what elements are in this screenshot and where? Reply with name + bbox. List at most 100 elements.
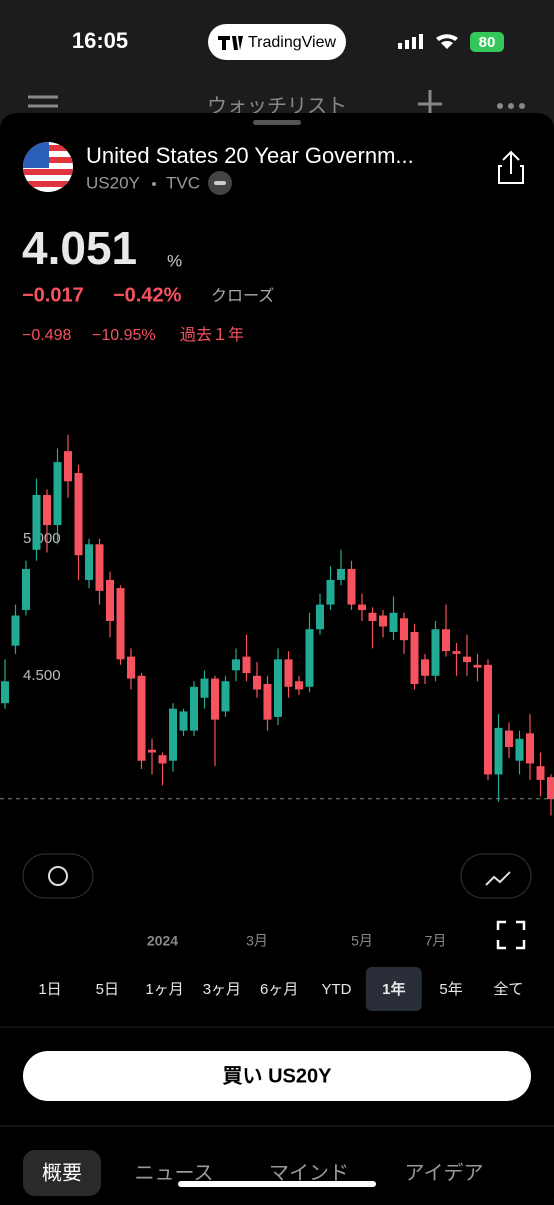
- tab-selected: [23, 1150, 101, 1196]
- range-option[interactable]: 全て: [493, 980, 523, 998]
- app-pill: [208, 24, 346, 60]
- indicator-button[interactable]: [460, 853, 532, 899]
- year-change-pct: −10.95%: [92, 327, 156, 344]
- candle-body: [32, 494, 41, 550]
- range-option[interactable]: 1年: [382, 980, 405, 998]
- buy-label: 買い US20Y: [223, 1064, 333, 1087]
- candle-body: [211, 678, 219, 720]
- candle-body: [400, 618, 408, 641]
- candle-body: [347, 568, 356, 605]
- battery-level: 80: [479, 34, 496, 51]
- x-tick-label: 7月: [425, 933, 447, 949]
- candle-body: [263, 684, 272, 720]
- indicator-icon: [485, 871, 511, 886]
- range-option[interactable]: 5年: [439, 981, 462, 998]
- nav-title: ウォッチリスト: [207, 95, 347, 117]
- candle-body: [484, 664, 492, 775]
- candle-body: [106, 579, 114, 621]
- range-option[interactable]: 1ヶ月: [145, 981, 183, 998]
- share-icon[interactable]: [498, 150, 524, 184]
- candle-body: [284, 659, 293, 687]
- candle-body: [232, 659, 240, 671]
- chart: 4.500 5.000 2024 3月 5月 7月: [0, 434, 554, 949]
- candle-body: [295, 681, 303, 690]
- candle-body: [316, 604, 324, 630]
- candle-body: [536, 766, 545, 780]
- battery: [470, 32, 504, 52]
- home-indicator: [178, 1181, 376, 1187]
- candle-body: [421, 659, 429, 676]
- candle-body: [547, 777, 554, 800]
- exchange: TVC: [166, 173, 200, 192]
- session: クローズ: [211, 287, 274, 305]
- range-option[interactable]: 5日: [96, 981, 119, 998]
- grabber[interactable]: [253, 120, 301, 125]
- app-logo: [218, 36, 243, 50]
- candle-body: [305, 629, 314, 687]
- price: 4.051: [22, 222, 137, 274]
- candle-body: [200, 678, 209, 698]
- menu-icon[interactable]: [28, 95, 58, 108]
- candle-body: [53, 462, 62, 526]
- candle-body: [95, 544, 104, 591]
- candle-body: [169, 708, 177, 761]
- candle-body: [379, 615, 387, 627]
- range-option[interactable]: 1日: [38, 981, 61, 998]
- candle-body: [221, 681, 230, 712]
- candle-body: [463, 656, 471, 663]
- candle-body: [410, 631, 419, 685]
- y-tick-label: 4.500: [23, 667, 61, 684]
- range-option[interactable]: 3ヶ月: [203, 981, 241, 998]
- tab[interactable]: 概要: [42, 1161, 82, 1184]
- tab[interactable]: マインド: [269, 1162, 349, 1184]
- candle-body: [442, 629, 450, 652]
- range-selector: 1日 5日 1ヶ月 3ヶ月 6ヶ月 YTD 1年 5年 全て: [38, 967, 523, 1011]
- tab[interactable]: アイデア: [405, 1161, 484, 1184]
- add-icon[interactable]: [418, 90, 442, 115]
- tab[interactable]: ニュース: [135, 1162, 214, 1184]
- candle-body: [431, 629, 440, 676]
- candle-body: [274, 659, 282, 717]
- candle-body: [368, 612, 377, 621]
- candle-body: [43, 494, 51, 526]
- app-name: TradingView: [248, 34, 336, 51]
- candle-body: [326, 579, 335, 605]
- candle-body: [515, 738, 524, 761]
- candle-body: [11, 615, 20, 646]
- year-label: 過去１年: [180, 326, 244, 344]
- candle-body: [473, 664, 482, 668]
- price-unit: %: [167, 251, 182, 270]
- sheet: [0, 113, 554, 1205]
- alert-button[interactable]: [22, 853, 94, 899]
- buy-button[interactable]: [23, 1051, 531, 1101]
- change-pct: −0.42%: [113, 284, 182, 306]
- more-icon[interactable]: [497, 103, 525, 109]
- range-selected: [365, 967, 422, 1011]
- tabs: 概要 ニュース マインド アイデア: [42, 1161, 484, 1184]
- candle-body: [452, 651, 461, 654]
- candle-body: [179, 711, 188, 731]
- candle-body: [253, 675, 261, 690]
- clock: 16:05: [72, 28, 128, 53]
- candle-body: [190, 686, 198, 731]
- candle-body: [242, 656, 251, 674]
- candle-body: [158, 755, 167, 764]
- candle-body: [85, 544, 93, 580]
- change: −0.017: [22, 284, 84, 306]
- range-option[interactable]: 6ヶ月: [260, 981, 298, 998]
- candle-body: [64, 451, 72, 482]
- ticker: US20Y: [86, 173, 140, 192]
- candle-body: [389, 612, 398, 632]
- candle-body: [137, 675, 146, 761]
- year-change: −0.498: [22, 327, 71, 344]
- dot: [152, 182, 156, 186]
- alert-icon: [48, 866, 68, 886]
- symbol-name: United States 20 Year Governm...: [86, 143, 414, 168]
- wifi: [436, 34, 458, 49]
- candle-body: [116, 588, 125, 660]
- fullscreen-icon[interactable]: [496, 920, 526, 950]
- range-option[interactable]: YTD: [322, 981, 352, 998]
- candle-body: [526, 733, 534, 764]
